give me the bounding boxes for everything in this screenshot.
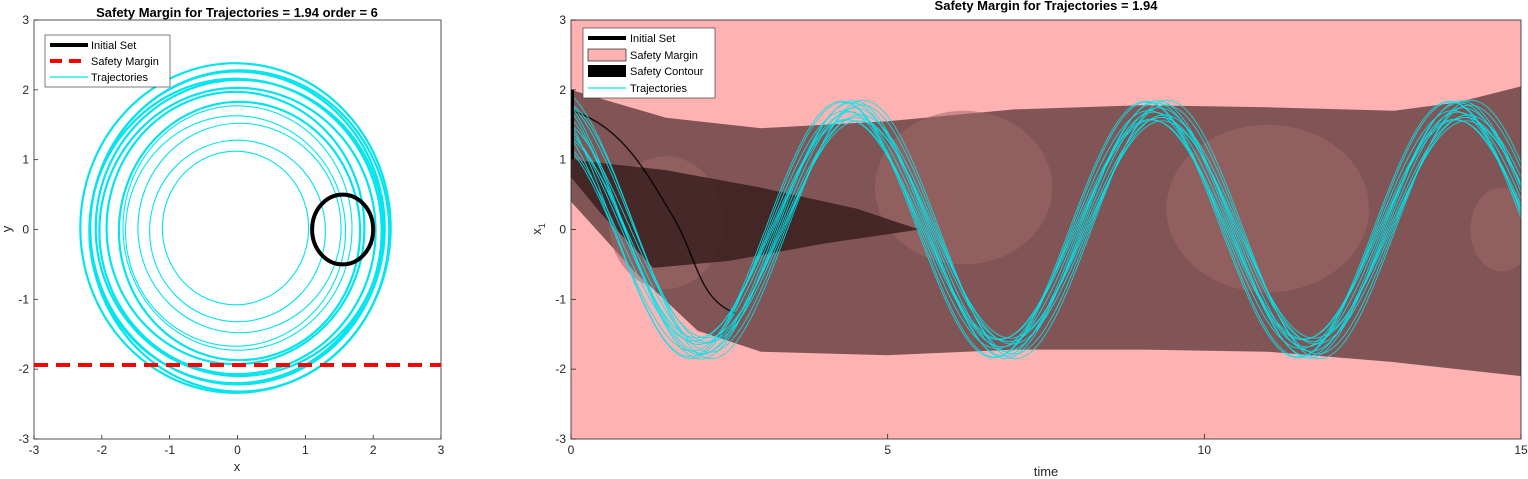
y-tick-label: -2: [555, 362, 566, 376]
y-tick-label: 2: [22, 83, 29, 97]
safety-contour-region: [571, 159, 920, 268]
trajectory-line: [571, 100, 1521, 359]
trajectory-orbit: [79, 62, 392, 394]
legend-label-initial-set: Initial Set: [91, 40, 136, 52]
trajectory-orbit: [98, 86, 377, 376]
inner-region-lobe: [1470, 187, 1521, 272]
y-tick-label: -3: [18, 432, 29, 446]
y-tick-label: 3: [22, 13, 29, 27]
trajectory-orbit: [88, 69, 391, 393]
x-tick-label: 1: [302, 443, 309, 457]
trajectory-orbit: [94, 78, 385, 378]
x-tick-label: 0: [568, 443, 575, 457]
x-tick-label: 10: [1198, 443, 1212, 457]
right-legend: Initial Set Safety Margin Safety Contour…: [582, 27, 716, 99]
x-tick-label: -2: [96, 443, 107, 457]
y-tick-label: 1: [559, 153, 566, 167]
right-plot-ylabel-subscript: 1: [537, 223, 547, 228]
trajectory-orbit: [149, 139, 326, 323]
y-tick-label: -1: [555, 292, 566, 306]
y-tick-label: 0: [559, 223, 566, 237]
legend-label-trajectories-right: Trajectories: [630, 83, 688, 95]
x-tick-label: 0: [234, 443, 241, 457]
y-tick-label: 2: [559, 83, 566, 97]
trajectory-orbit: [161, 150, 310, 306]
trajectory-orbit: [124, 115, 347, 347]
left-plot: Safety Margin for Trajectories = 1.94 or…: [0, 5, 445, 474]
x-tick-label: -1: [164, 443, 175, 457]
x-tick-label: -3: [29, 443, 40, 457]
trajectory-line: [571, 99, 1521, 360]
trajectory-line: [571, 94, 1521, 355]
inner-region-lobe: [1166, 124, 1369, 293]
right-plot-title: Safety Margin for Trajectories = 1.94: [935, 0, 1159, 13]
initial-set-circle: [310, 192, 376, 267]
y-tick-label: 3: [559, 13, 566, 27]
y-tick-label: 0: [22, 223, 29, 237]
x-tick-label: 2: [370, 443, 377, 457]
y-tick-label: 1: [22, 153, 29, 167]
legend-label-trajectories: Trajectories: [91, 72, 149, 84]
legend-swatch-safety-contour: [588, 65, 626, 77]
legend-label-safety-margin-right: Safety Margin: [630, 50, 698, 62]
left-plot-title: Safety Margin for Trajectories = 1.94 or…: [96, 5, 378, 20]
legend-label-safety-contour: Safety Contour: [630, 66, 704, 78]
right-plot-xlabel: time: [1034, 464, 1059, 479]
legend-swatch-safety-margin-right: [587, 48, 627, 62]
trajectory-orbit: [137, 122, 342, 334]
y-tick-label: -2: [18, 362, 29, 376]
left-plot-xlabel: x: [234, 459, 241, 474]
x-tick-label: 3: [438, 443, 445, 457]
x-tick-label: 5: [884, 443, 891, 457]
legend-label-initial-set-right: Initial Set: [630, 33, 675, 45]
trajectory-line: [571, 102, 1521, 357]
trajectory-line: [571, 110, 1521, 348]
y-tick-label: -1: [18, 292, 29, 306]
right-plot-ylabel: x1: [529, 223, 547, 235]
safety-contour-edge: [571, 110, 736, 315]
trajectory-orbit: [117, 100, 362, 362]
left-legend: Initial Set Safety Margin Trajectories: [44, 34, 171, 88]
trajectory-line: [571, 101, 1521, 359]
right-plot: Safety Margin for Trajectories = 1.94 0 5…: [529, 0, 1528, 479]
legend-label-safety-margin: Safety Margin: [91, 56, 159, 68]
trajectory-line: [571, 100, 1521, 360]
y-tick-label: -3: [555, 432, 566, 446]
left-plot-ylabel: y: [0, 225, 14, 232]
right-plot-ylabel-main: x: [529, 228, 544, 235]
trajectory-orbit: [122, 105, 353, 351]
x-tick-label: 15: [1514, 443, 1528, 457]
